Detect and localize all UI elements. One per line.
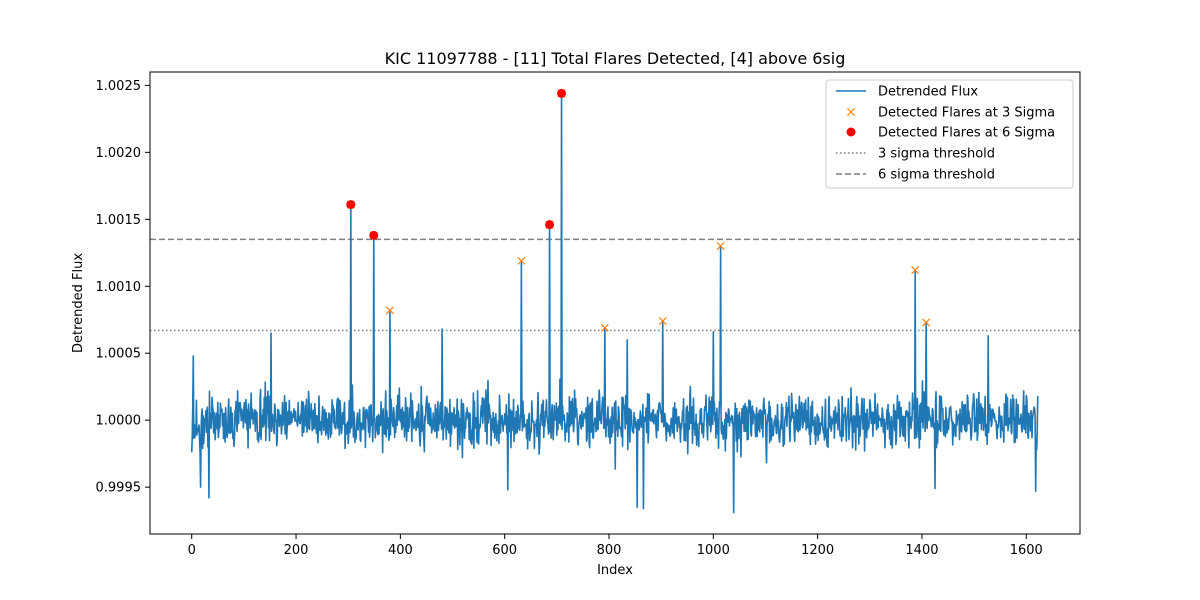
legend-6-sigma-handle [846,127,856,137]
flare-6-sigma-marker [545,220,555,230]
x-tick-label: 0 [188,543,196,558]
marker-stroke [385,306,394,315]
legend-6-sigma-threshold-label: 6 sigma threshold [878,168,995,183]
y-axis-ticks: 0.9995 1.0000 1.0005 1.0010 1.0015 1.0020 1.00… [96,79,150,496]
flare-3-sigma-marker [658,317,667,326]
flare-3-sigma-marker [517,256,526,265]
plot-area [150,88,1080,514]
y-tick-label: 1.0020 [96,146,142,161]
axes-frame [149,71,1081,535]
y-tick-label: 1.0010 [96,280,142,295]
legend-6-sigma-label: Detected Flares at 6 Sigma [878,126,1055,141]
y-tick-label: 0.9995 [96,481,142,496]
legend-3-sigma-label: Detected Flares at 3 Sigma [878,106,1055,121]
y-tick-label: 1.0025 [96,79,142,94]
marker-stroke [600,323,609,332]
x-tick-label: 1000 [697,543,730,558]
x-axis-ticks: 0 200 400 600 800 1000 1200 1400 1600 [188,534,1043,558]
marker-stroke [517,256,526,265]
flare-6-sigma-marker [346,200,356,210]
marker-stroke [716,242,725,251]
y-tick-label: 1.0000 [96,414,142,429]
flare-6-sigma-marker [369,230,379,240]
x-tick-label: 1400 [905,543,938,558]
x-tick-label: 1200 [801,543,834,558]
x-tick-label: 1600 [1010,543,1043,558]
legend-3-sigma-threshold-label: 3 sigma threshold [878,147,995,162]
x-tick-label: 400 [388,543,413,558]
x-tick-label: 600 [492,543,517,558]
marker-stroke [922,318,931,327]
y-tick-label: 1.0005 [96,347,142,362]
legend-flux-label: Detrended Flux [878,85,978,100]
x-tick-label: 800 [597,543,622,558]
chart-title: KIC 11097788 - [11] Total Flares Detecte… [385,49,846,68]
legend-box [825,79,1074,189]
flare-3-sigma-marker [600,323,609,332]
legend-3-sigma-handle [846,107,856,117]
flare-6-sigma-marker [557,88,567,98]
flares-6-sigma-markers [346,88,567,240]
threshold-lines [150,238,1080,332]
x-axis-title: Index [597,563,633,578]
flare-3-sigma-marker [385,306,394,315]
marker-stroke [658,317,667,326]
flare-3-sigma-marker [716,242,725,251]
marker-stroke [911,266,920,275]
flare-3-sigma-marker [911,266,920,275]
chart-legend: Detrended Flux Detected Flares at 3 Sigma… [825,79,1074,189]
flare-3-sigma-marker [922,318,931,327]
y-axis-title: Detrended Flux [71,253,86,353]
detrended-flux-line [190,92,1039,514]
x-tick-label: 200 [284,543,309,558]
y-tick-label: 1.0015 [96,213,142,228]
